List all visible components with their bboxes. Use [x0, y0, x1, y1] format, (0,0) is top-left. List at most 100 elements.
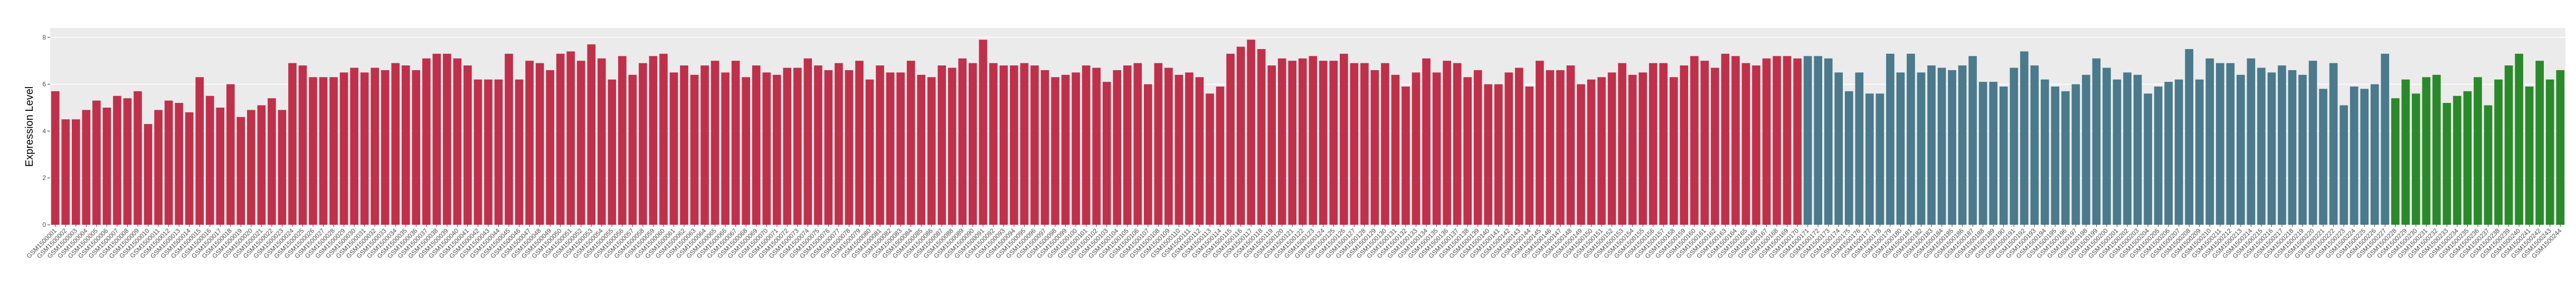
bar [772, 74, 781, 225]
bar [257, 105, 266, 225]
bar [917, 74, 925, 225]
bar [1257, 49, 1266, 225]
bar [1123, 65, 1132, 225]
bar [1422, 58, 1431, 225]
bar [1793, 58, 1802, 225]
bar [989, 63, 998, 225]
bar [1309, 56, 1318, 225]
bar [1597, 77, 1606, 225]
bar [1051, 77, 1059, 225]
bar [1700, 61, 1709, 225]
bar [1566, 65, 1575, 225]
bar [216, 107, 225, 225]
bar [669, 72, 678, 225]
bar [1504, 72, 1513, 225]
bar [711, 61, 719, 225]
bar [484, 79, 493, 225]
bar [1752, 65, 1760, 225]
bar [247, 110, 255, 225]
bar [2432, 74, 2441, 225]
bar [123, 98, 132, 225]
bar [1814, 56, 1822, 225]
y-tick-label: 4 [42, 127, 46, 135]
bar [1164, 68, 1173, 225]
bar [1453, 63, 1462, 225]
bar [2545, 79, 2554, 225]
bar [803, 58, 812, 225]
bar [2422, 77, 2431, 225]
bar [2474, 77, 2482, 225]
bar [2113, 79, 2122, 225]
bar [1546, 70, 1555, 225]
bar [1350, 63, 1359, 225]
bar [391, 63, 400, 225]
bar [2515, 53, 2523, 225]
y-tick-label: 6 [42, 81, 46, 88]
bar [401, 65, 410, 225]
bar [2247, 58, 2256, 225]
bar [412, 70, 421, 225]
bar [525, 61, 534, 225]
bar [690, 74, 699, 225]
y-tick-label: 2 [42, 174, 46, 181]
bar [855, 61, 864, 225]
bar [2278, 65, 2286, 225]
bar [700, 65, 709, 225]
bar [309, 77, 317, 225]
bar [2237, 74, 2245, 225]
bar [2535, 61, 2544, 225]
bar [2061, 91, 2070, 225]
bar [51, 91, 60, 225]
bar [1917, 72, 1926, 225]
bar [824, 70, 833, 225]
bar [1185, 72, 1194, 225]
bar [608, 79, 617, 225]
bar [319, 77, 328, 225]
bar [1195, 77, 1204, 225]
bar [2051, 87, 2060, 225]
bar [2144, 93, 2152, 225]
bar [1876, 93, 1884, 225]
bar [2329, 63, 2338, 225]
bar [154, 110, 163, 225]
y-axis-label: Expression Level [24, 87, 35, 167]
bar [1711, 68, 1719, 225]
y-tick-label: 8 [42, 34, 46, 41]
bar [948, 68, 956, 225]
bar [958, 58, 967, 225]
bar [1092, 68, 1101, 225]
bar [2040, 79, 2049, 225]
bar [1618, 63, 1626, 225]
bar [896, 72, 905, 225]
bar [298, 65, 307, 225]
bar [1247, 40, 1255, 225]
bar [288, 63, 297, 225]
bar [2494, 79, 2503, 225]
bar [1463, 77, 1472, 225]
bar [865, 79, 874, 225]
bar [1216, 87, 1225, 225]
bar [1206, 93, 1214, 225]
bar [1628, 74, 1637, 225]
bar [1319, 61, 1328, 225]
bar [1236, 46, 1245, 225]
bar [1783, 56, 1792, 225]
bar [2195, 79, 2204, 225]
bar [1175, 74, 1183, 225]
bar [2123, 72, 2132, 225]
bar [2525, 87, 2534, 225]
bar [1762, 58, 1771, 225]
bar [1669, 77, 1678, 225]
bar [649, 56, 658, 225]
bar [1040, 70, 1049, 225]
bar [2340, 105, 2348, 225]
bar [1288, 61, 1297, 225]
bar [927, 77, 936, 225]
bar [2463, 91, 2472, 225]
bar [1133, 63, 1142, 225]
bar [1741, 63, 1750, 225]
bar [443, 53, 451, 225]
bar [371, 68, 379, 225]
bar [566, 51, 575, 225]
